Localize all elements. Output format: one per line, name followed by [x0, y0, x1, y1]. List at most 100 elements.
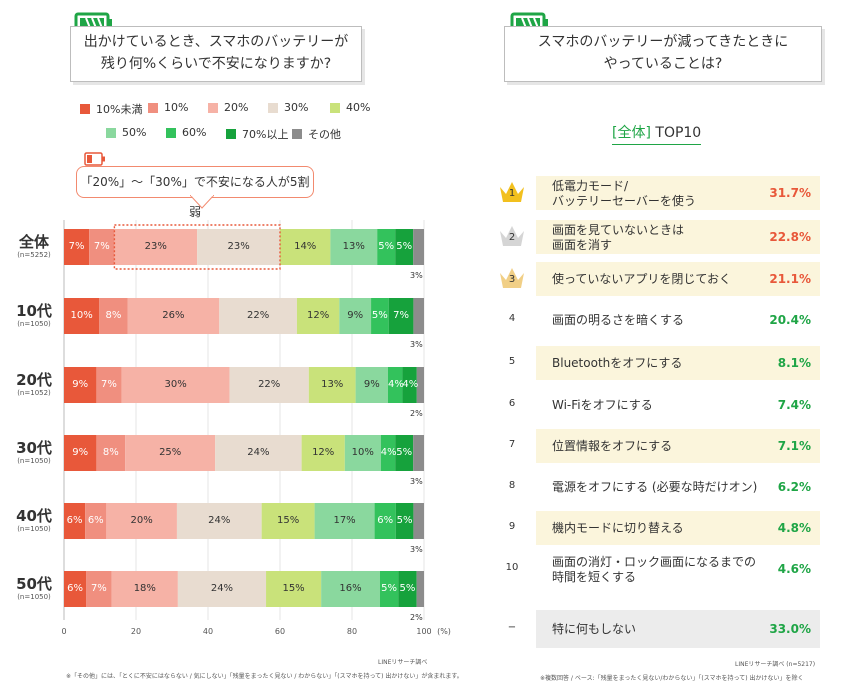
rank-number: 2 — [508, 232, 516, 243]
bar-segment — [371, 298, 389, 334]
rank-number: 3 — [508, 274, 516, 285]
rank-item-line: 画面の明るさを暗くする — [552, 313, 685, 327]
left-question-line1: 出かけているとき、スマホのバッテリーが — [83, 34, 349, 50]
left-footnote: ※「その他」には、「とくに不安にはならない / 気にしない」「残量をまったく見な… — [66, 673, 463, 680]
callout-text: 「20%」〜「30%」で不安になる人が5割弱 — [80, 175, 310, 219]
rank-item-line: 低電力モード/ — [552, 179, 629, 193]
ranking-row-bg — [536, 346, 820, 380]
rank-value: 21.1% — [769, 272, 811, 286]
bar-segment — [301, 435, 345, 471]
bar-segment — [395, 229, 414, 265]
rank-value: 4.6% — [777, 562, 811, 576]
legend-item: 20% — [208, 101, 248, 114]
legend-label: その他 — [308, 128, 341, 141]
bar-segment — [416, 367, 424, 403]
x-tick-label: 100 — [416, 627, 432, 636]
bar-segment — [111, 571, 178, 607]
category-label: 50代 (n=1050) — [14, 575, 54, 601]
bar-segment — [121, 367, 230, 403]
rank-number: 4 — [508, 313, 516, 324]
rank-item-line: 時間を短くする — [552, 570, 637, 584]
bar-segment — [99, 298, 128, 334]
bar-segment — [344, 435, 381, 471]
category-n: (n=1052) — [17, 389, 51, 397]
ranking-row-bg — [536, 220, 820, 254]
other-value-label: 3% — [410, 477, 423, 486]
bar-segment — [413, 435, 424, 471]
rank-item-text: Wi-Fiをオフにする — [552, 398, 653, 413]
category-n: (n=1050) — [17, 457, 51, 465]
bar-segment — [86, 571, 112, 607]
category-label: 全体 (n=5252) — [14, 233, 54, 259]
category-name: 20代 — [16, 371, 52, 389]
bar-segment — [177, 571, 267, 607]
rank-value: 22.8% — [769, 230, 811, 244]
bar-segment — [64, 435, 97, 471]
bar-segment — [64, 503, 86, 539]
legend-label: 10% — [164, 101, 189, 114]
bar-segment — [402, 367, 417, 403]
legend-label: 60% — [182, 126, 207, 139]
bar-segment — [64, 367, 97, 403]
category-n: (n=1050) — [17, 525, 51, 533]
bar-segment — [339, 298, 372, 334]
stacked-bar-chart — [63, 220, 425, 620]
highlight-box — [113, 224, 281, 270]
bar-segment — [330, 229, 378, 265]
bar-segment — [321, 571, 380, 607]
left-question-box: 出かけているとき、スマホのバッテリーが 残り何%くらいで不安になりますか? — [70, 26, 362, 82]
legend-swatch — [166, 127, 176, 138]
rank-number: 6 — [508, 398, 516, 409]
rank-item-line: 画面の消灯・ロック画面になるまでの — [552, 555, 757, 569]
bar-segment — [395, 435, 414, 471]
legend-swatch — [208, 102, 218, 113]
rank-value: 4.8% — [777, 521, 811, 535]
legend-swatch — [292, 129, 302, 139]
other-value-label: 2% — [410, 409, 423, 418]
legend-swatch — [226, 129, 236, 139]
legend-item: 60% — [166, 126, 206, 139]
category-n: (n=5252) — [17, 251, 51, 259]
rank-item-line: Bluetoothをオフにする — [552, 356, 683, 370]
bar-segment — [377, 229, 396, 265]
bar-segment — [388, 298, 414, 334]
bar-segment — [176, 503, 262, 539]
legend-label: 40% — [346, 101, 371, 114]
other-value-label: 3% — [410, 340, 423, 349]
category-n: (n=1050) — [17, 593, 51, 601]
rank-number: 7 — [508, 439, 516, 450]
category-name: 10代 — [16, 302, 52, 320]
other-value-label: 2% — [410, 613, 423, 622]
bar-segment — [355, 367, 388, 403]
legend-item: 10%未満 — [80, 101, 142, 117]
left-source: LINEリサーチ調べ — [378, 659, 428, 666]
legend-label: 10%未満 — [96, 103, 143, 116]
legend-item: 50% — [106, 126, 146, 139]
legend-label: 30% — [284, 101, 309, 114]
gold-crown-icon — [500, 182, 524, 202]
x-unit-label: (%) — [437, 627, 451, 636]
rank-item-text: 機内モードに切り替える — [552, 521, 684, 536]
bar-segment — [261, 503, 315, 539]
bar-segment — [89, 229, 115, 265]
bar-segment — [413, 229, 424, 265]
legend-item: 30% — [268, 101, 308, 114]
bar-segment — [85, 503, 107, 539]
ranking-row-bg — [536, 429, 820, 463]
right-footnote: ※複数回答 / ベース:「残量をまったく見ない/わからない」「(スマホを持って)… — [540, 675, 804, 682]
x-tick-label: 80 — [346, 627, 358, 636]
rank-number: 8 — [508, 480, 516, 491]
rank-item-text: 電源をオフにする (必要な時だけオン) — [552, 480, 757, 495]
rank-value: 20.4% — [769, 313, 811, 327]
legend-item: 70%以上 — [226, 126, 288, 142]
rank-value: 6.2% — [777, 480, 811, 494]
rank-item-text: 画面を見ていないときは 画面を消す — [552, 223, 684, 253]
bar-segment — [398, 571, 417, 607]
bronze-crown-icon — [500, 268, 524, 288]
none-rank: − — [507, 622, 517, 633]
rank-value: 7.4% — [777, 398, 811, 412]
legend-swatch — [268, 102, 278, 113]
callout-battery-icon — [84, 152, 105, 166]
rank-number: 9 — [508, 521, 516, 532]
none-row-bg — [536, 610, 820, 648]
